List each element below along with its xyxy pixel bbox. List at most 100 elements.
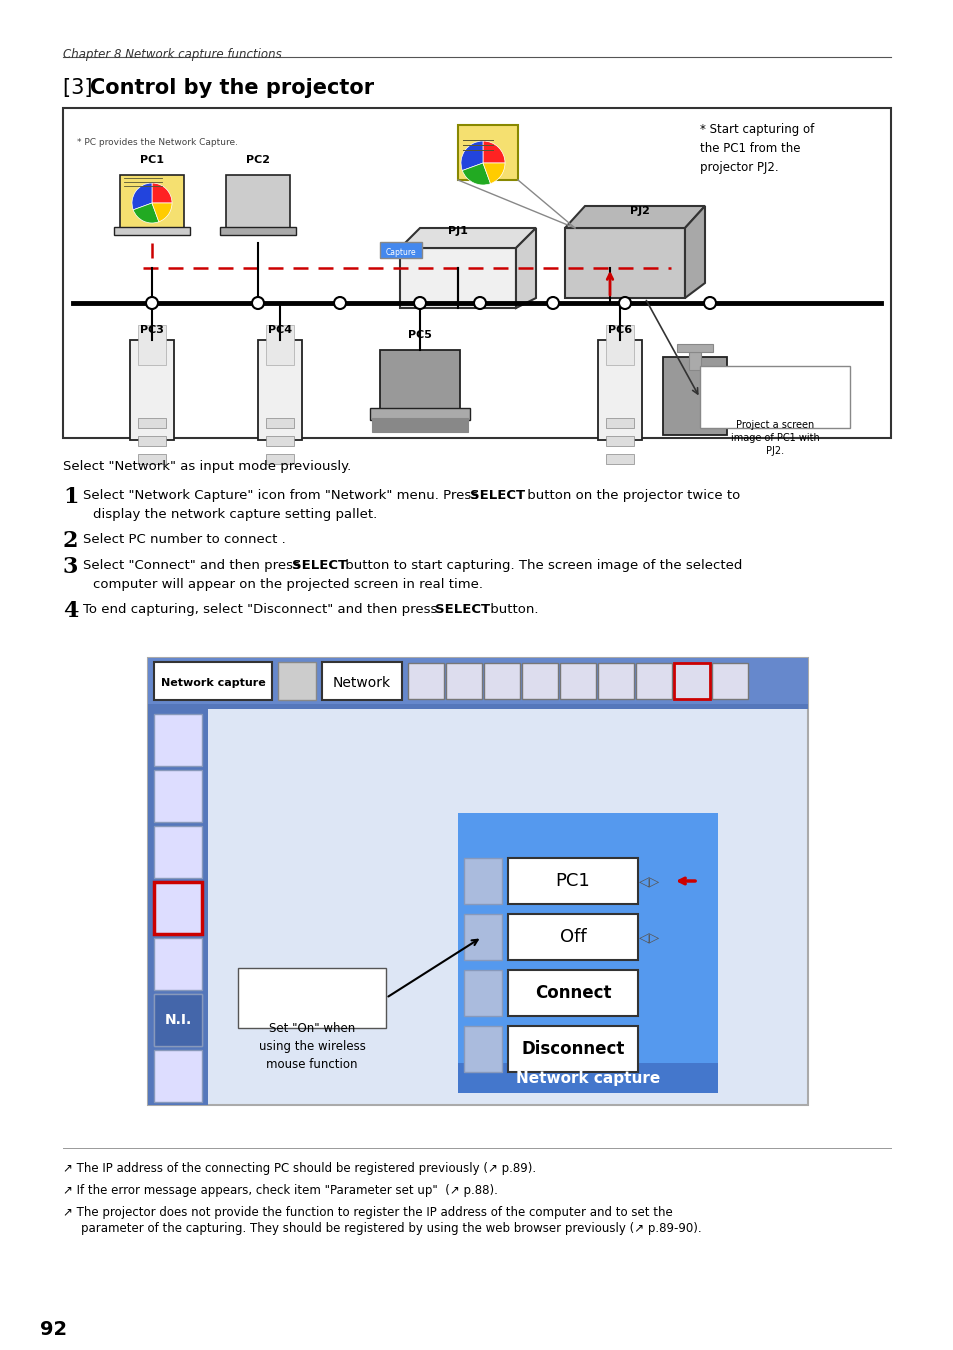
Bar <box>153 882 202 934</box>
Text: Off: Off <box>559 927 586 946</box>
Bar <box>148 709 208 1106</box>
Wedge shape <box>132 184 152 209</box>
Bar <box>113 227 190 235</box>
Bar <box>220 227 295 235</box>
Bar <box>662 356 726 435</box>
Text: PC1: PC1 <box>555 872 590 890</box>
Bar <box>148 657 807 1106</box>
Text: Control by the projector: Control by the projector <box>90 78 374 99</box>
Text: ◁▷: ◁▷ <box>639 930 659 944</box>
Bar <box>372 418 468 432</box>
Circle shape <box>334 297 346 309</box>
Text: 1: 1 <box>63 486 78 508</box>
Text: Set "On" when
using the wireless
mouse function: Set "On" when using the wireless mouse f… <box>258 1022 365 1071</box>
Text: 92: 92 <box>40 1320 67 1339</box>
Bar <box>457 126 517 180</box>
Bar <box>483 663 519 699</box>
Text: Network capture: Network capture <box>516 1071 659 1085</box>
Bar <box>457 1062 718 1094</box>
Text: PC1: PC1 <box>140 155 164 165</box>
Text: parameter of the capturing. They should be registered by using the web browser p: parameter of the capturing. They should … <box>81 1222 700 1235</box>
Bar <box>370 408 470 420</box>
Bar <box>120 176 184 230</box>
Bar <box>598 340 641 440</box>
Bar <box>408 663 443 699</box>
Bar <box>521 663 558 699</box>
Wedge shape <box>152 184 172 202</box>
Bar <box>463 971 501 1017</box>
Bar <box>322 662 401 701</box>
Bar <box>266 454 294 464</box>
Bar <box>598 663 634 699</box>
Bar <box>130 340 173 440</box>
Text: Chapter 8 Network capture functions: Chapter 8 Network capture functions <box>63 49 281 61</box>
Bar <box>277 662 315 701</box>
Bar <box>153 826 202 878</box>
Text: PJ2: PJ2 <box>629 207 649 216</box>
Bar <box>605 454 634 464</box>
Circle shape <box>546 297 558 309</box>
Bar <box>605 325 634 364</box>
Text: Select PC number to connect .: Select PC number to connect . <box>83 533 286 545</box>
Bar <box>266 325 294 364</box>
Bar <box>266 436 294 446</box>
Bar <box>153 882 202 934</box>
Polygon shape <box>399 228 536 248</box>
Bar <box>237 968 386 1027</box>
Text: Project a screen
image of PC1 with
PJ2.: Project a screen image of PC1 with PJ2. <box>730 420 819 456</box>
Polygon shape <box>684 207 704 298</box>
Bar <box>446 663 481 699</box>
Text: button on the projector twice to: button on the projector twice to <box>522 489 740 502</box>
Text: To end capturing, select "Disconnect" and then press: To end capturing, select "Disconnect" an… <box>83 603 441 616</box>
Circle shape <box>618 297 630 309</box>
Text: 4: 4 <box>63 599 78 622</box>
Circle shape <box>146 297 158 309</box>
Bar <box>507 914 638 960</box>
Bar <box>138 325 166 364</box>
Bar <box>379 350 459 414</box>
Text: button to start capturing. The screen image of the selected: button to start capturing. The screen im… <box>340 559 741 572</box>
Bar <box>463 914 501 960</box>
Bar <box>688 352 700 370</box>
Bar <box>559 663 596 699</box>
Bar <box>379 242 421 258</box>
Text: N.I.: N.I. <box>164 1012 192 1027</box>
Bar <box>226 176 290 230</box>
Text: * Start capturing of
the PC1 from the
projector PJ2.: * Start capturing of the PC1 from the pr… <box>700 123 814 174</box>
Bar <box>153 662 272 701</box>
Bar <box>138 418 166 428</box>
Wedge shape <box>133 202 158 223</box>
Bar <box>507 1026 638 1072</box>
Bar <box>153 1050 202 1102</box>
Bar <box>153 994 202 1046</box>
Text: PC6: PC6 <box>607 325 632 335</box>
Text: computer will appear on the projected screen in real time.: computer will appear on the projected sc… <box>92 578 482 591</box>
Bar <box>673 663 709 699</box>
Polygon shape <box>564 207 704 228</box>
Text: display the network capture setting pallet.: display the network capture setting pall… <box>92 508 376 521</box>
Bar <box>605 436 634 446</box>
Text: Capture: Capture <box>385 248 416 256</box>
Wedge shape <box>460 140 482 170</box>
Text: 3: 3 <box>63 556 78 578</box>
Circle shape <box>474 297 485 309</box>
Polygon shape <box>516 228 536 308</box>
Text: 2: 2 <box>63 531 78 552</box>
Bar <box>153 769 202 822</box>
Bar <box>457 813 718 1094</box>
Text: ↗ If the error message appears, check item "Parameter set up"  (↗ p.88).: ↗ If the error message appears, check it… <box>63 1184 497 1197</box>
Bar <box>138 454 166 464</box>
Text: ↗ The projector does not provide the function to register the IP address of the : ↗ The projector does not provide the fun… <box>63 1206 672 1219</box>
Text: [3]: [3] <box>63 78 99 99</box>
Text: SELECT: SELECT <box>435 603 490 616</box>
Text: PJ1: PJ1 <box>448 225 468 236</box>
Bar <box>700 366 849 428</box>
Text: PC5: PC5 <box>408 329 432 340</box>
Circle shape <box>252 297 264 309</box>
Bar <box>507 859 638 905</box>
Bar <box>153 714 202 765</box>
Bar <box>673 663 709 699</box>
Wedge shape <box>462 163 490 185</box>
Bar <box>711 663 747 699</box>
Bar <box>507 971 638 1017</box>
